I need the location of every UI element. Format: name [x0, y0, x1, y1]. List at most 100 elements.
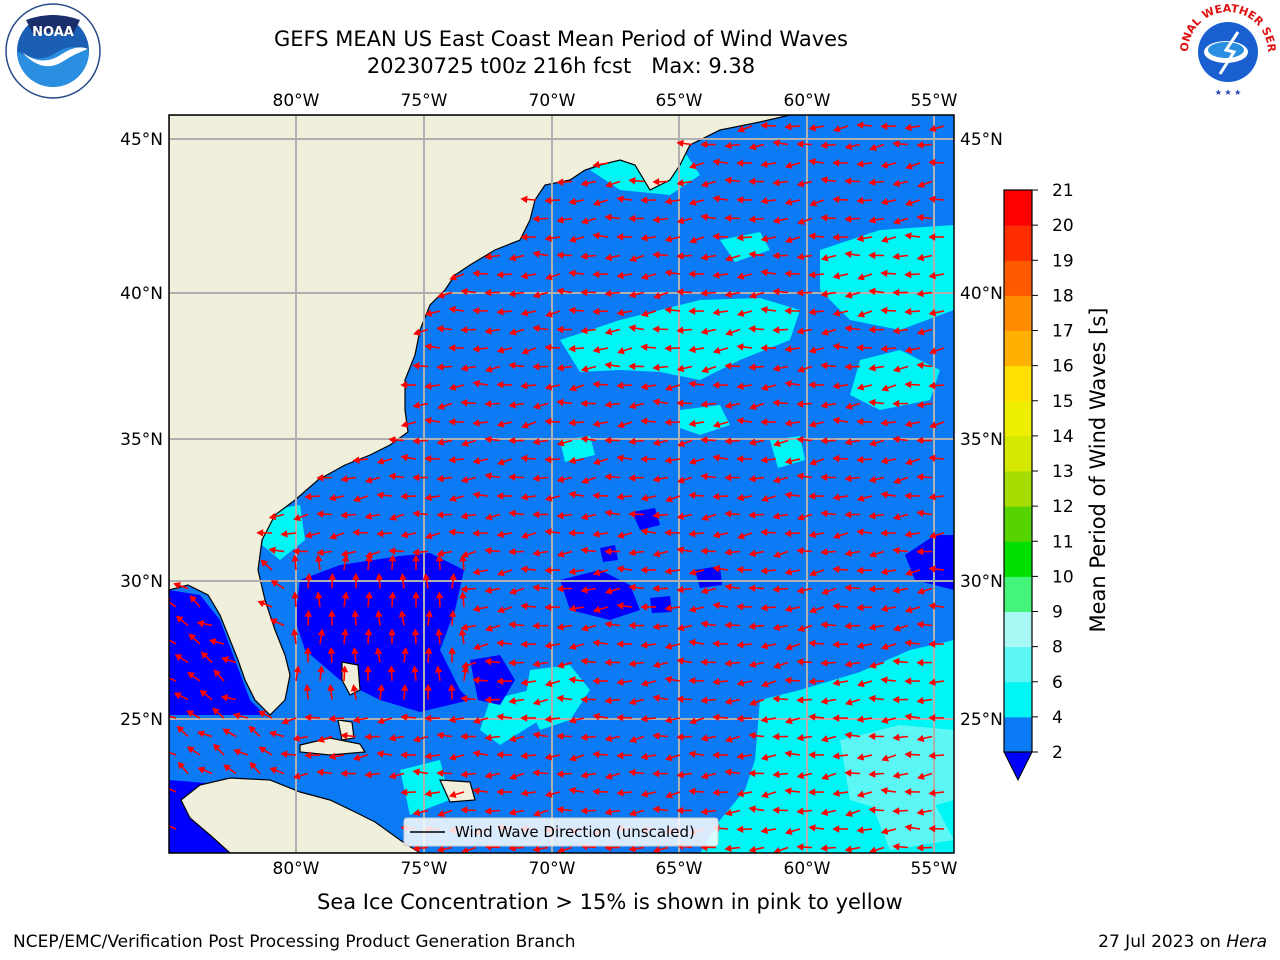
wave-direction-arrowhead [640, 679, 649, 687]
wave-direction-arrowhead [628, 401, 637, 410]
wave-direction-arrowhead [592, 712, 600, 721]
wave-direction-arrowhead [340, 665, 349, 673]
wave-direction-arrowhead [556, 439, 565, 447]
wave-direction-arrowhead [712, 381, 720, 389]
wave-direction-arrowhead [916, 328, 925, 336]
wave-direction-arrowhead [435, 591, 444, 599]
date-host: Hera [1226, 932, 1267, 952]
wave-direction-arrowhead [628, 474, 636, 482]
wave-direction-arrowhead [712, 531, 721, 539]
wave-direction-arrowhead [736, 159, 744, 167]
wave-direction-arrowhead [724, 659, 732, 667]
wave-direction-arrowhead [497, 458, 505, 466]
wave-direction-arrowhead [447, 683, 456, 691]
colorbar-segment [1004, 646, 1032, 683]
wave-direction-arrowhead [880, 269, 888, 278]
wave-direction-arrowhead [437, 809, 445, 818]
wave-direction-arrowhead [305, 572, 313, 581]
wave-direction-arrowhead [748, 622, 756, 630]
wave-direction-arrowhead [169, 636, 171, 639]
wave-direction-arrowhead [169, 822, 170, 823]
wave-direction-arrowhead [832, 309, 841, 317]
wave-direction-arrowhead [748, 438, 757, 446]
wave-direction-arrowhead [929, 347, 937, 355]
wave-direction-arrowhead [520, 714, 528, 722]
wave-direction-arrowhead [928, 124, 937, 133]
wave-direction-arrowhead [724, 510, 732, 518]
wave-direction-arrowhead [772, 216, 781, 224]
wave-direction-arrowhead [832, 789, 840, 797]
wave-direction-arrowhead [604, 547, 612, 556]
wave-direction-arrowhead [844, 250, 852, 258]
wave-direction-arrowhead [412, 437, 420, 445]
wave-direction-arrowhead [388, 628, 396, 636]
wave-direction-arrowhead [328, 752, 336, 761]
wave-direction-arrowhead [604, 253, 613, 261]
wave-direction-arrowhead [676, 288, 684, 296]
wave-direction-arrowhead [376, 491, 384, 499]
wave-direction-arrowhead [928, 714, 936, 722]
wave-direction-arrowhead [592, 346, 601, 354]
wave-direction-arrowhead [556, 770, 564, 778]
wave-direction-arrowhead [712, 564, 720, 573]
wave-direction-arrowhead [916, 436, 924, 445]
wave-direction-arrowhead [449, 273, 457, 281]
wave-direction-arrowhead [748, 549, 757, 557]
wave-direction-arrowhead [604, 361, 612, 369]
wave-direction-arrowhead [484, 252, 492, 261]
wave-direction-arrowhead [700, 807, 708, 816]
wave-direction-arrowhead [844, 291, 853, 299]
wave-direction-arrowhead [676, 512, 685, 520]
wave-direction-arrowhead [736, 233, 744, 242]
wave-direction-arrowhead [664, 642, 673, 650]
wave-direction-arrowhead [400, 381, 408, 389]
wave-direction-arrowhead [520, 602, 528, 610]
wave-direction-arrowhead [772, 399, 780, 407]
wave-direction-arrowhead [233, 748, 241, 756]
wave-direction-arrowhead [772, 476, 781, 484]
wave-direction-arrowhead [689, 236, 697, 244]
wave-direction-arrowhead [796, 771, 805, 780]
lat-label-left-30n: 30°N [120, 572, 163, 592]
wave-direction-arrowhead [269, 766, 278, 774]
wave-direction-arrowhead [616, 713, 624, 722]
wave-direction-arrowhead [568, 642, 577, 651]
wave-direction-arrowhead [544, 753, 553, 761]
wave-direction-arrowhead [796, 734, 804, 742]
wave-direction-arrowhead [628, 290, 637, 299]
wave-direction-arrowhead [364, 733, 372, 741]
wave-direction-arrowhead [796, 289, 804, 297]
wave-direction-arrowhead [484, 513, 493, 521]
wave-direction-arrowhead [350, 684, 359, 692]
wave-direction-arrowhead [832, 159, 840, 167]
wave-direction-arrowhead [424, 714, 432, 723]
wave-direction-arrowhead [461, 439, 469, 447]
wave-direction-arrowhead [496, 677, 504, 686]
wave-direction-arrowhead [411, 628, 420, 636]
wave-direction-arrowhead [328, 572, 337, 580]
wave-direction-arrowhead [784, 419, 792, 427]
wave-direction-arrowhead [820, 141, 828, 149]
wave-direction-arrowhead [844, 769, 852, 777]
wave-direction-arrowhead [568, 269, 576, 277]
wave-direction-arrowhead [748, 363, 756, 371]
wave-direction-arrowhead [809, 569, 817, 577]
lon-label-top-70w: 70°W [529, 91, 576, 111]
wave-direction-arrowhead [904, 639, 912, 647]
wave-direction-arrowhead [176, 725, 185, 734]
wave-direction-arrowhead [820, 844, 828, 852]
wave-direction-arrowhead [400, 420, 409, 428]
wave-direction-arrowhead [592, 380, 600, 389]
wave-direction-arrowhead [821, 587, 829, 595]
wave-direction-arrowhead [497, 569, 505, 577]
wave-direction-arrowhead [412, 735, 421, 743]
wave-direction-arrowhead [351, 646, 359, 655]
wave-direction-arrowhead [736, 679, 745, 687]
wave-direction-arrowhead [448, 646, 456, 654]
wave-direction-arrowhead [473, 643, 481, 651]
wave-direction-arrowhead [808, 492, 816, 500]
wave-direction-arrowhead [270, 580, 279, 588]
wave-direction-arrowhead [712, 346, 721, 355]
wave-direction-arrowhead [424, 417, 432, 425]
wave-direction-arrowhead [928, 493, 936, 501]
